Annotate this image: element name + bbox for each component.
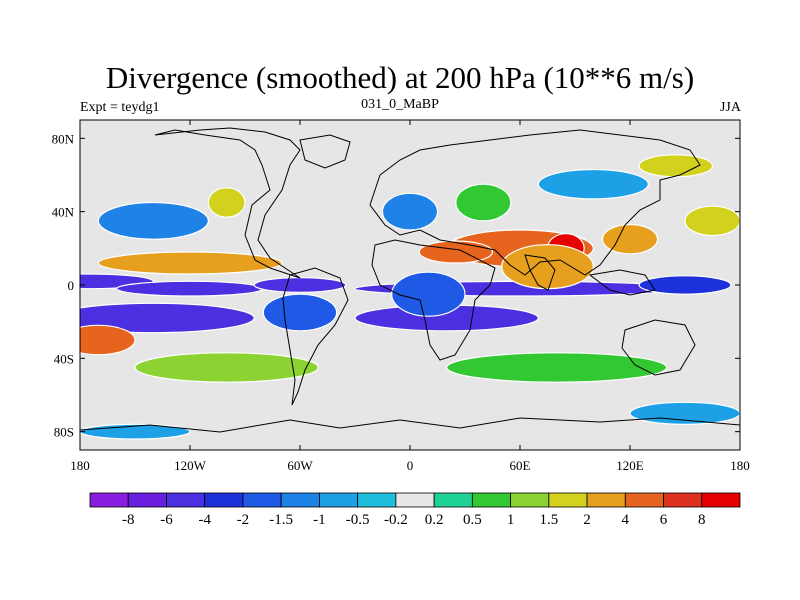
colorbar-swatch [548,492,588,508]
divergence-region-6 [262,293,338,332]
x-tick-label: 180 [730,458,750,473]
y-tick-label: 80S [54,425,74,440]
x-tick-label: 60W [287,458,313,473]
colorbar-label: -1.5 [269,512,293,528]
divergence-region-18 [601,223,659,255]
colorbar-label: 6 [660,512,668,528]
coastline-north-america [154,127,301,279]
colorbar-swatch [586,492,626,508]
colorbar-swatch [242,492,282,508]
divergence-region-14 [80,324,136,356]
colorbar-swatch [624,492,664,508]
divergence-region-17 [684,205,740,237]
colorbar-label: 4 [622,512,630,528]
x-tick-label: 120W [174,458,207,473]
divergence-region-15 [207,187,246,218]
colorbar-swatch [701,492,741,508]
y-tick-label: 40N [52,205,75,220]
y-tick-label: 0 [68,278,75,293]
divergence-region-1 [116,280,264,297]
colorbar-swatch [204,492,244,508]
colorbar-swatch [166,492,206,508]
colorbar-label: -0.2 [384,512,408,528]
divergence-region-22 [455,183,512,222]
colorbar-swatch [433,492,473,508]
x-tick-label: 180 [70,458,90,473]
experiment-label: Expt = teydg1 [80,100,160,115]
colorbar-label: 8 [698,512,706,528]
colorbar-swatch [89,492,129,508]
x-tick-label: 60E [510,458,531,473]
divergence-region-2 [253,277,347,293]
divergence-region-21 [537,168,649,200]
colorbar-label: 1.5 [539,512,558,528]
divergence-region-16 [638,154,714,178]
colorbar-swatch [663,492,703,508]
coastline-southeast-asia [588,269,656,296]
coastline-south-america [282,267,349,406]
divergence-region-24 [134,352,319,383]
chart-title: Divergence (smoothed) at 200 hPa (10**6 … [105,60,695,95]
divergence-region-25 [629,401,740,425]
divergence-region-19 [97,201,209,240]
colorbar-swatch [127,492,167,508]
colorbar-label: -4 [198,512,211,528]
colorbar-label: -1 [313,512,326,528]
coastline-antarctica [80,417,740,433]
colorbar-label: -6 [160,512,173,528]
divergence-region-4 [80,302,255,334]
divergence-region-13 [97,251,283,275]
coastline-australia [621,319,696,376]
divergence-region-7 [391,271,466,317]
coastline-india [524,254,556,291]
divergence-region-12 [501,244,594,290]
coastline-africa [371,239,496,361]
colorbar-swatch [471,492,511,508]
coastline-eurasia [369,129,701,276]
divergence-region-23 [446,352,668,383]
colorbar-swatch [357,492,397,508]
colorbar-swatch [510,492,550,508]
colorbar-label: 0.2 [425,512,444,528]
colorbar-label: -2 [237,512,250,528]
colorbar-label: 1 [507,512,515,528]
colorbar-swatch [319,492,359,508]
coastline-greenland [299,134,351,169]
colorbar-swatch [395,492,435,508]
x-tick-label: 120E [616,458,644,473]
divergence-region-20 [381,192,439,231]
colorbar-label: -0.5 [346,512,370,528]
x-tick-label: 0 [407,458,414,473]
season-label: JJA [719,100,741,115]
divergence-region-10 [418,240,494,264]
colorbar-label: -8 [122,512,135,528]
divergence-region-8 [638,275,732,295]
colorbar-label: 0.5 [463,512,482,528]
colorbar-label: 2 [583,512,591,528]
colorbar-swatch [280,492,320,508]
y-tick-label: 40S [54,351,74,366]
y-tick-label: 80N [52,131,75,146]
period-label: 031_0_MaBP [361,97,439,112]
